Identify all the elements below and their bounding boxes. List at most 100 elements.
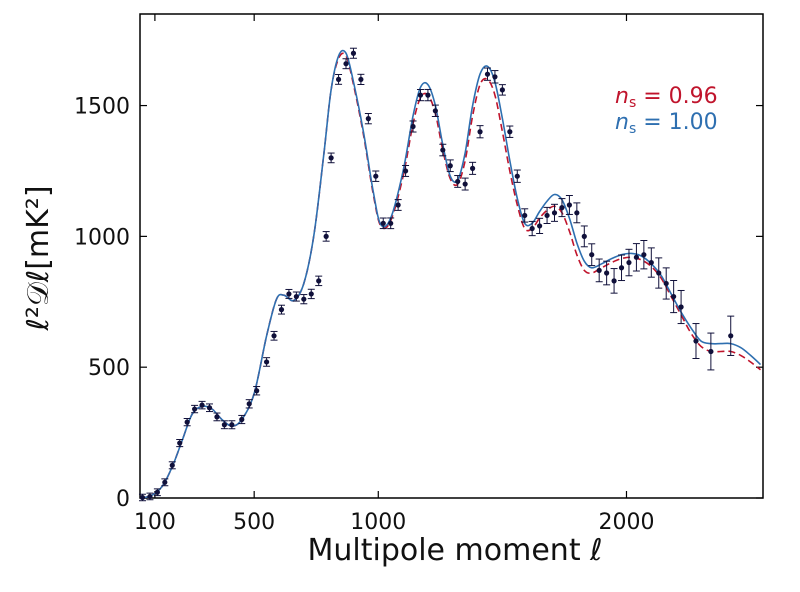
data-point bbox=[446, 159, 454, 173]
data-point bbox=[372, 170, 380, 182]
point-marker bbox=[641, 252, 647, 258]
data-point bbox=[176, 439, 184, 448]
legend-100-rest: = 1.00 bbox=[636, 110, 717, 135]
point-marker bbox=[693, 338, 699, 344]
point-marker bbox=[671, 293, 677, 300]
x-tick-label-2: 1000 bbox=[350, 510, 406, 535]
data-point bbox=[213, 412, 221, 422]
point-marker bbox=[343, 61, 349, 67]
point-marker bbox=[537, 223, 543, 229]
legend-entry-ns-096: ns = 0.96 bbox=[615, 84, 718, 111]
point-marker bbox=[708, 348, 714, 355]
data-point bbox=[528, 220, 536, 237]
point-marker bbox=[656, 270, 662, 276]
data-point bbox=[387, 217, 395, 230]
point-marker bbox=[440, 147, 446, 153]
point-marker bbox=[214, 414, 220, 420]
data-point bbox=[573, 202, 581, 224]
point-marker bbox=[308, 291, 314, 297]
data-point bbox=[461, 177, 469, 191]
point-marker bbox=[395, 202, 401, 208]
point-marker bbox=[254, 388, 260, 394]
point-marker bbox=[206, 405, 213, 411]
point-marker bbox=[566, 202, 572, 208]
legend: ns = 0.96 ns = 1.00 bbox=[615, 84, 718, 137]
data-point bbox=[640, 240, 648, 270]
point-marker bbox=[574, 210, 580, 216]
point-marker bbox=[589, 252, 595, 258]
point-marker bbox=[477, 129, 483, 135]
data-point bbox=[476, 125, 484, 139]
point-marker bbox=[484, 71, 491, 77]
point-marker bbox=[286, 291, 292, 297]
point-marker bbox=[581, 233, 587, 239]
data-point bbox=[285, 288, 293, 299]
point-marker bbox=[618, 265, 625, 271]
data-points-layer bbox=[138, 47, 735, 502]
data-point bbox=[536, 217, 544, 235]
point-marker bbox=[499, 87, 505, 93]
point-marker bbox=[278, 307, 285, 313]
legend-096-rest: = 0.96 bbox=[636, 84, 717, 109]
data-point bbox=[357, 73, 365, 85]
data-point bbox=[245, 399, 253, 409]
point-marker bbox=[633, 254, 640, 260]
point-marker bbox=[177, 440, 183, 446]
point-marker bbox=[246, 401, 252, 407]
point-marker bbox=[611, 278, 617, 284]
x-tick-label-0: 100 bbox=[134, 510, 176, 535]
data-point bbox=[161, 478, 169, 487]
point-marker bbox=[648, 259, 654, 266]
point-marker bbox=[271, 333, 277, 339]
data-point bbox=[416, 89, 424, 102]
point-marker bbox=[147, 493, 153, 500]
point-marker bbox=[544, 212, 550, 219]
point-marker bbox=[169, 462, 175, 468]
point-marker bbox=[221, 422, 227, 428]
point-marker bbox=[365, 116, 371, 122]
data-point bbox=[707, 332, 715, 371]
point-marker bbox=[447, 163, 453, 169]
data-point bbox=[498, 84, 506, 96]
data-point bbox=[335, 74, 343, 85]
point-marker bbox=[728, 333, 734, 339]
point-marker bbox=[239, 416, 245, 423]
point-marker bbox=[417, 92, 424, 98]
point-marker bbox=[425, 92, 431, 98]
data-point bbox=[300, 294, 308, 305]
data-point bbox=[543, 206, 551, 225]
data-point bbox=[349, 47, 357, 59]
data-point bbox=[558, 198, 566, 218]
data-point bbox=[153, 488, 161, 497]
data-point bbox=[238, 414, 246, 425]
point-marker bbox=[263, 359, 270, 365]
point-marker bbox=[492, 74, 498, 80]
point-marker bbox=[328, 155, 334, 161]
data-point bbox=[379, 217, 387, 230]
data-point bbox=[603, 260, 611, 286]
data-point bbox=[307, 288, 315, 300]
data-point bbox=[469, 161, 477, 175]
legend-100-symbol: n bbox=[615, 110, 629, 135]
data-point bbox=[483, 67, 491, 81]
point-marker bbox=[514, 173, 520, 179]
data-point bbox=[610, 268, 618, 294]
point-marker bbox=[402, 168, 409, 174]
x-tick-label-1: 500 bbox=[233, 510, 275, 535]
data-point bbox=[409, 120, 417, 133]
data-point bbox=[424, 88, 432, 102]
data-point bbox=[662, 267, 670, 300]
data-point bbox=[655, 257, 663, 289]
point-marker bbox=[626, 259, 632, 266]
point-marker bbox=[455, 178, 461, 185]
point-marker bbox=[301, 296, 307, 302]
point-marker bbox=[323, 233, 329, 239]
data-point bbox=[168, 461, 176, 470]
data-point bbox=[647, 247, 655, 278]
data-point bbox=[183, 418, 191, 427]
data-point bbox=[521, 208, 529, 223]
data-point bbox=[138, 493, 146, 502]
point-marker bbox=[350, 50, 357, 56]
data-point bbox=[146, 492, 154, 501]
